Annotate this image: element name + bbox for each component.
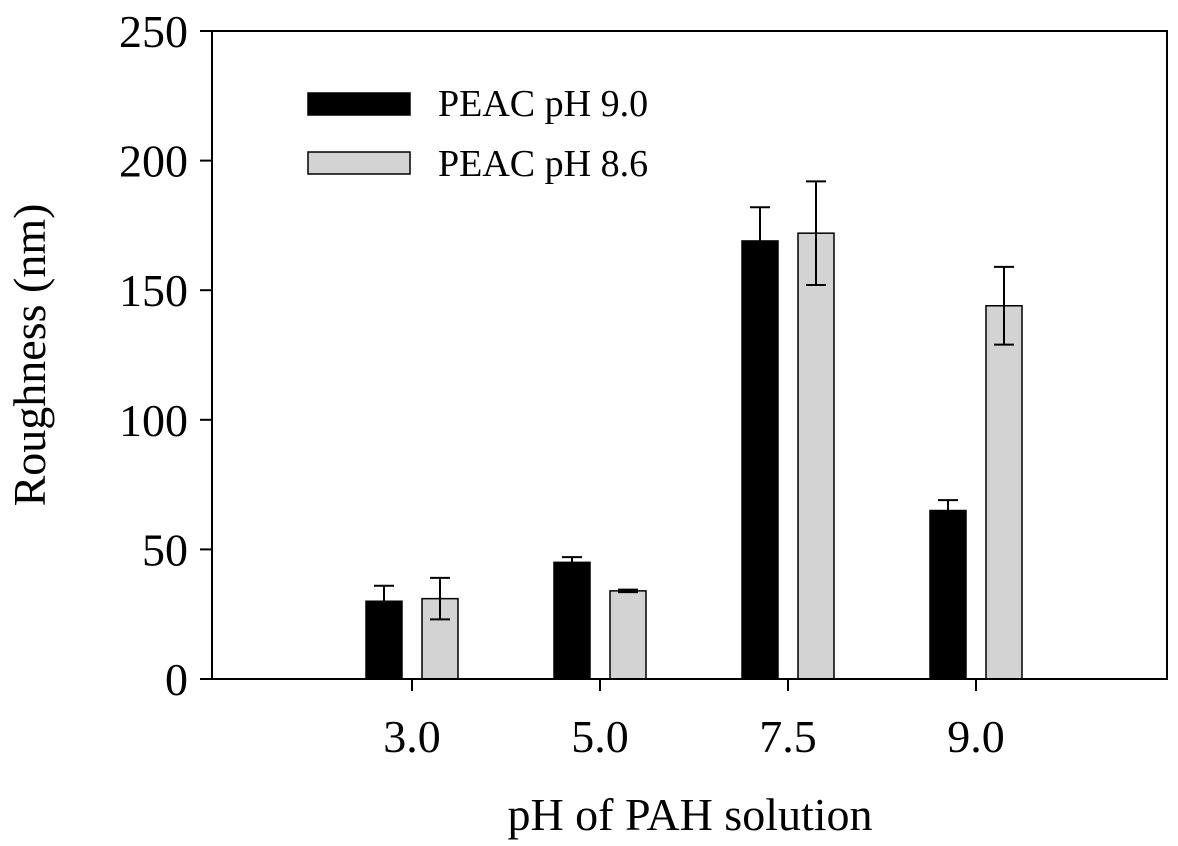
bar-series-1-5.0 <box>553 561 591 680</box>
y-tick-label-250: 250 <box>119 6 188 57</box>
bar-series-1-9.0 <box>929 509 967 680</box>
error-bars-layer <box>374 180 1014 621</box>
x-tick-label-9.0: 9.0 <box>947 711 1005 762</box>
x-axis-title: pH of PAH solution <box>507 789 872 840</box>
y-tick-label-0: 0 <box>165 654 188 705</box>
y-axis-ticks: 0 50 100 150 200 250 <box>119 6 212 705</box>
bar-series-2-9.0 <box>985 305 1023 680</box>
legend-label-series-1: PEAC pH 9.0 <box>438 83 648 125</box>
y-tick-label-50: 50 <box>142 524 188 575</box>
bar-series-2-5.0 <box>609 590 647 680</box>
plot-frame <box>211 30 1168 680</box>
legend: PEAC pH 9.0 PEAC pH 8.6 <box>307 83 648 185</box>
legend-swatch-series-1 <box>307 92 411 116</box>
bar-series-1-7.5 <box>741 240 779 680</box>
y-tick-label-150: 150 <box>119 265 188 316</box>
bars-layer <box>365 232 1023 680</box>
bar-series-2-7.5 <box>797 232 835 680</box>
y-tick-label-200: 200 <box>119 136 188 187</box>
legend-label-series-2: PEAC pH 8.6 <box>438 143 648 185</box>
x-tick-label-7.5: 7.5 <box>759 711 817 762</box>
x-tick-label-3.0: 3.0 <box>383 711 441 762</box>
y-tick-label-100: 100 <box>119 395 188 446</box>
x-axis-ticks: 3.0 5.0 7.5 9.0 <box>383 679 1005 762</box>
x-tick-label-5.0: 5.0 <box>571 711 629 762</box>
y-axis-title: Roughness (nm) <box>4 204 55 507</box>
legend-swatch-series-2 <box>307 151 411 175</box>
